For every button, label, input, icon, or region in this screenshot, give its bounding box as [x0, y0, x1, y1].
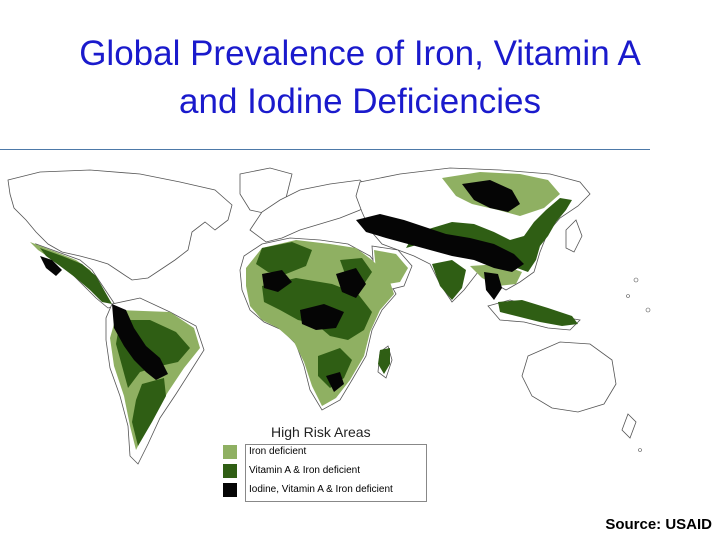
new-zealand [621, 413, 637, 439]
legend-swatch-iodine-vitamin-a-iron [223, 483, 237, 497]
title-divider [0, 149, 650, 150]
source-credit: Source: USAID [605, 516, 712, 533]
slide-title: Global Prevalence of Iron, Vitamin A and… [20, 30, 700, 126]
japan [565, 219, 583, 253]
legend-label-vitamin-a-iron: Vitamin A & Iron deficient [249, 465, 360, 476]
legend-title: High Risk Areas [271, 424, 371, 440]
legend-swatch-iron [223, 445, 237, 459]
title-line-2: and Iodine Deficiencies [179, 82, 541, 121]
australia [521, 341, 617, 413]
north-america [7, 169, 233, 281]
iodine-vitamin-a-iron-areas [40, 180, 524, 392]
map-legend: High Risk Areas Iron deficient Vitamin A… [223, 424, 433, 504]
title-line-1: Global Prevalence of Iron, Vitamin A [79, 34, 641, 73]
legend-label-iodine-vitamin-a-iron: Iodine, Vitamin A & Iron deficient [249, 484, 393, 495]
legend-swatch-vitamin-a-iron [223, 464, 237, 478]
world-map [7, 167, 651, 465]
legend-label-iron: Iron deficient [249, 446, 307, 457]
